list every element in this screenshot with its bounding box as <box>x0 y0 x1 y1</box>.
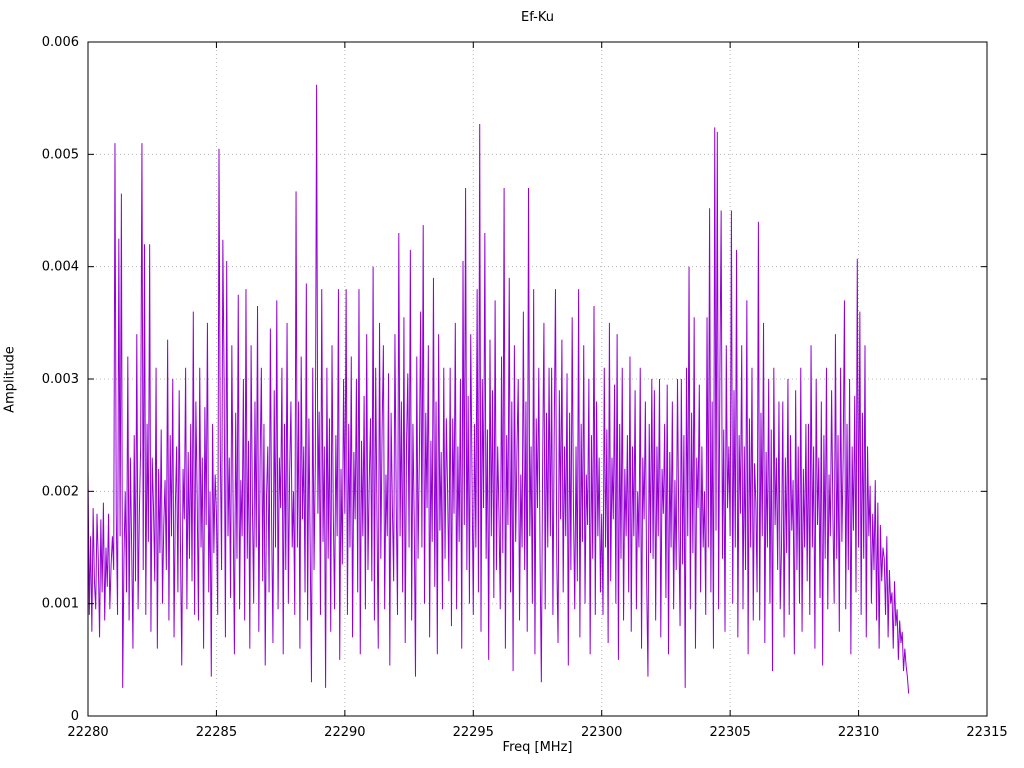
chart-title: Ef-Ku <box>521 10 554 25</box>
y-tick-label: 0.006 <box>42 35 79 50</box>
y-axis-label: Amplitude <box>2 346 18 413</box>
y-tick-label: 0.001 <box>42 597 79 612</box>
x-tick-label: 22280 <box>67 725 108 740</box>
y-tick-label: 0.003 <box>42 372 79 387</box>
x-tick-label: 22285 <box>196 725 237 740</box>
y-tick-label: 0.004 <box>42 260 79 275</box>
x-axis-label: Freq [MHz] <box>502 740 573 755</box>
x-tick-label: 22300 <box>581 725 622 740</box>
y-tick-label: 0 <box>71 709 79 724</box>
x-tick-label: 22310 <box>838 725 879 740</box>
y-tick-label: 0.005 <box>42 147 79 162</box>
x-tick-label: 22295 <box>453 725 494 740</box>
x-tick-label: 22315 <box>966 725 1007 740</box>
y-tick-label: 0.002 <box>42 484 79 499</box>
x-tick-label: 22290 <box>324 725 365 740</box>
x-tick-label: 22305 <box>709 725 750 740</box>
